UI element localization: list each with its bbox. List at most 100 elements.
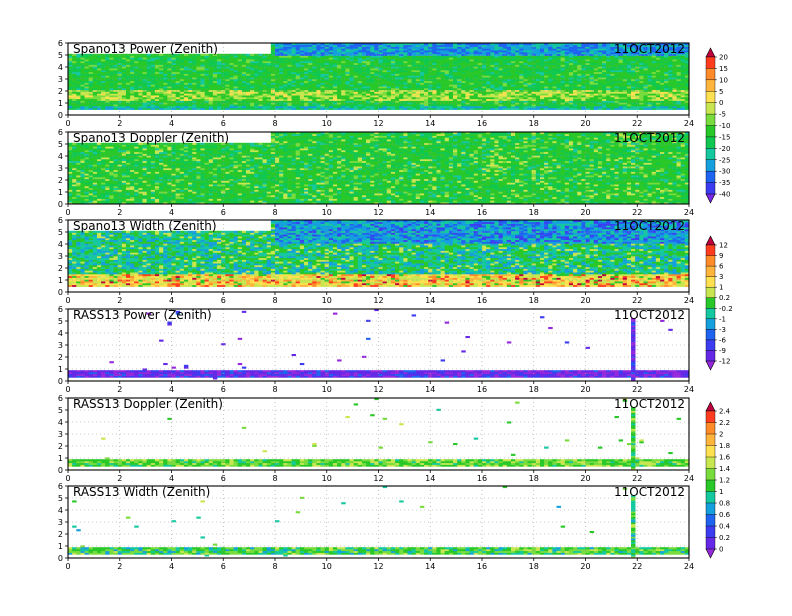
colorbar-label: -12 [719,358,730,366]
y-tick-label: 1 [58,365,63,374]
colorbar-label: -0.2 [719,305,733,313]
y-tick-label: 5 [58,317,63,326]
colorbar-swatch [706,469,715,481]
x-tick-label: 22 [632,119,642,128]
x-tick-label: 8 [272,119,277,128]
colorbar-swatch [706,103,715,115]
y-tick-label: 4 [58,152,63,161]
y-tick-label: 6 [58,305,63,314]
panel-title: RASS13 Power (Zenith) [73,308,212,322]
y-tick-label: 6 [58,128,63,137]
x-tick-label: 12 [373,208,383,217]
x-tick-label: 16 [477,562,487,571]
colorbar-bottom-arrow [706,194,715,203]
colorbar-label: 10 [719,76,728,84]
x-tick-label: 2 [117,208,122,217]
x-tick-label: 0 [65,562,70,571]
colorbar-swatch [706,68,715,80]
panel-title: Spano13 Power (Zenith) [73,42,218,56]
y-tick-label: 5 [58,406,63,415]
colorbar-swatch [706,126,715,138]
x-tick-label: 22 [632,474,642,483]
x-tick-label: 14 [425,385,435,394]
colorbar-label: -3 [719,326,726,334]
colorbar-swatch [706,350,715,361]
x-tick-label: 6 [221,296,226,305]
colorbar-swatch [706,503,715,515]
x-tick-label: 4 [169,562,174,571]
colorbar-label: -10 [719,122,730,130]
x-tick-label: 22 [632,296,642,305]
y-tick-label: 2 [58,530,63,539]
colorbar-top-arrow [706,48,715,57]
panel-date: 11OCT2012 [614,397,685,411]
y-tick-label: 3 [58,252,63,261]
y-tick-label: 3 [58,341,63,350]
colorbar-top-arrow [706,402,715,411]
x-tick-label: 24 [684,385,694,394]
colorbar-label: 15 [719,65,728,73]
y-tick-label: 4 [58,506,63,515]
x-tick-label: 4 [169,208,174,217]
colorbar-label: 20 [719,54,728,62]
y-tick-label: 5 [58,51,63,60]
y-tick-label: 0 [58,466,63,475]
y-tick-label: 6 [58,39,63,48]
y-tick-label: 2 [58,87,63,96]
x-tick-label: 24 [684,208,694,217]
panel-title: Spano13 Doppler (Zenith) [73,131,229,145]
x-tick-label: 14 [425,474,435,483]
y-tick-label: 0 [58,288,63,297]
y-tick-label: 3 [58,518,63,527]
y-tick-label: 6 [58,482,63,491]
colorbar-bottom-arrow [706,361,715,370]
colorbar-label: 0.8 [719,500,730,508]
y-tick-label: 4 [58,63,63,72]
colorbar-swatch [706,515,715,527]
x-tick-label: 24 [684,119,694,128]
panel-date: 11OCT2012 [614,219,685,233]
x-tick-label: 4 [169,474,174,483]
colorbar-swatch [706,183,715,195]
colorbar-label: -40 [719,191,730,199]
y-tick-label: 3 [58,75,63,84]
y-tick-label: 2 [58,442,63,451]
colorbar-label: -6 [719,336,727,344]
y-tick-label: 3 [58,164,63,173]
y-tick-label: 1 [58,454,63,463]
colorbar-swatch [706,319,715,330]
y-tick-label: 4 [58,329,63,338]
colorbar-label: -20 [719,145,730,153]
x-tick-label: 0 [65,474,70,483]
x-tick-label: 6 [221,208,226,217]
colorbar-label: 1.2 [719,477,730,485]
y-tick-label: 0 [58,111,63,120]
colorbar-swatch [706,526,715,538]
colorbar-swatch [706,91,715,103]
colorbar-label: 2.4 [719,408,731,416]
x-tick-label: 22 [632,208,642,217]
colorbar-label: -1 [719,315,726,323]
colorbar-label: 5 [719,88,723,96]
y-tick-label: 1 [58,276,63,285]
colorbar-label: -35 [719,179,730,187]
x-tick-label: 10 [322,208,332,217]
x-tick-label: 22 [632,385,642,394]
colorbar-swatch [706,457,715,469]
y-tick-label: 0 [58,200,63,209]
colorbar-swatch [706,137,715,149]
x-tick-label: 20 [580,208,590,217]
colorbar-swatch [706,114,715,126]
y-tick-label: 4 [58,418,63,427]
x-tick-label: 6 [221,474,226,483]
x-tick-label: 20 [580,562,590,571]
x-tick-label: 24 [684,562,694,571]
x-tick-label: 4 [169,385,174,394]
colorbar-swatch [706,492,715,504]
x-tick-label: 0 [65,119,70,128]
